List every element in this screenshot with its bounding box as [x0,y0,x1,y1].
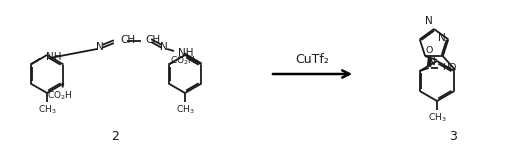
Text: CH$_3$: CH$_3$ [38,103,56,115]
Text: CH: CH [120,35,135,45]
Text: NH: NH [46,52,61,62]
Text: N: N [96,42,104,52]
Text: 3: 3 [449,130,457,143]
Text: N: N [425,16,433,26]
Text: CH$_3$: CH$_3$ [428,111,446,124]
Text: O: O [426,46,433,55]
Text: N: N [437,33,445,43]
Text: CO$_2$H: CO$_2$H [47,90,72,102]
Text: N: N [160,42,168,52]
Text: CH: CH [145,35,160,45]
Text: N: N [428,57,436,67]
Text: NH: NH [178,48,194,58]
Text: CO$_2$H: CO$_2$H [170,54,195,67]
Text: CuTf₂: CuTf₂ [296,53,330,66]
Text: 2: 2 [111,130,119,143]
Text: HO: HO [442,63,456,73]
Text: CH$_3$: CH$_3$ [176,103,194,115]
